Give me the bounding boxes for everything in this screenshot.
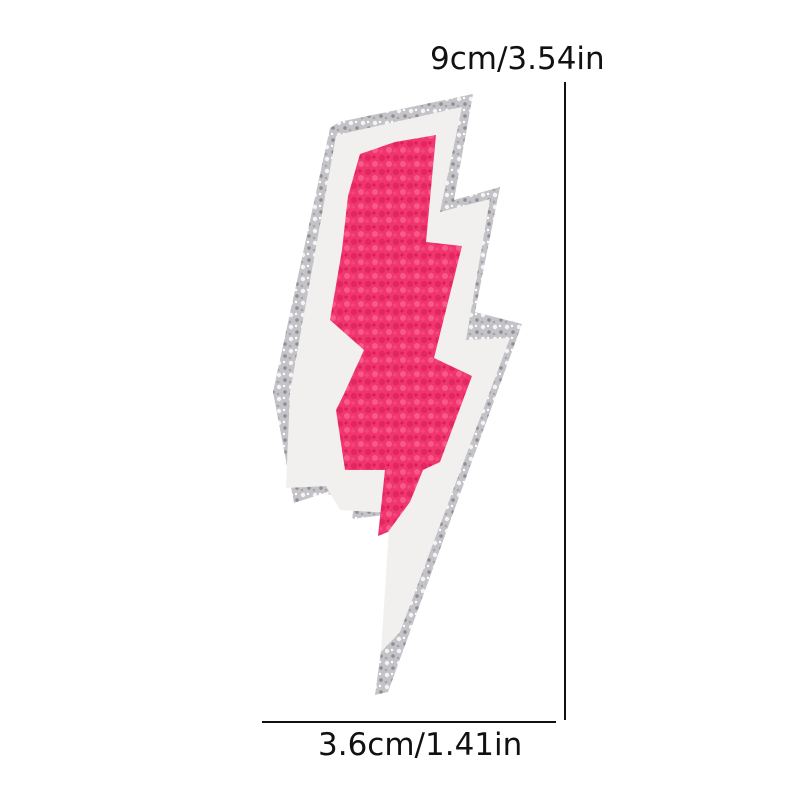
height-measurement-label: 9cm/3.54in bbox=[430, 41, 605, 77]
width-measurement-label: 3.6cm/1.41in bbox=[318, 727, 523, 763]
chenille-bolt bbox=[330, 135, 472, 536]
